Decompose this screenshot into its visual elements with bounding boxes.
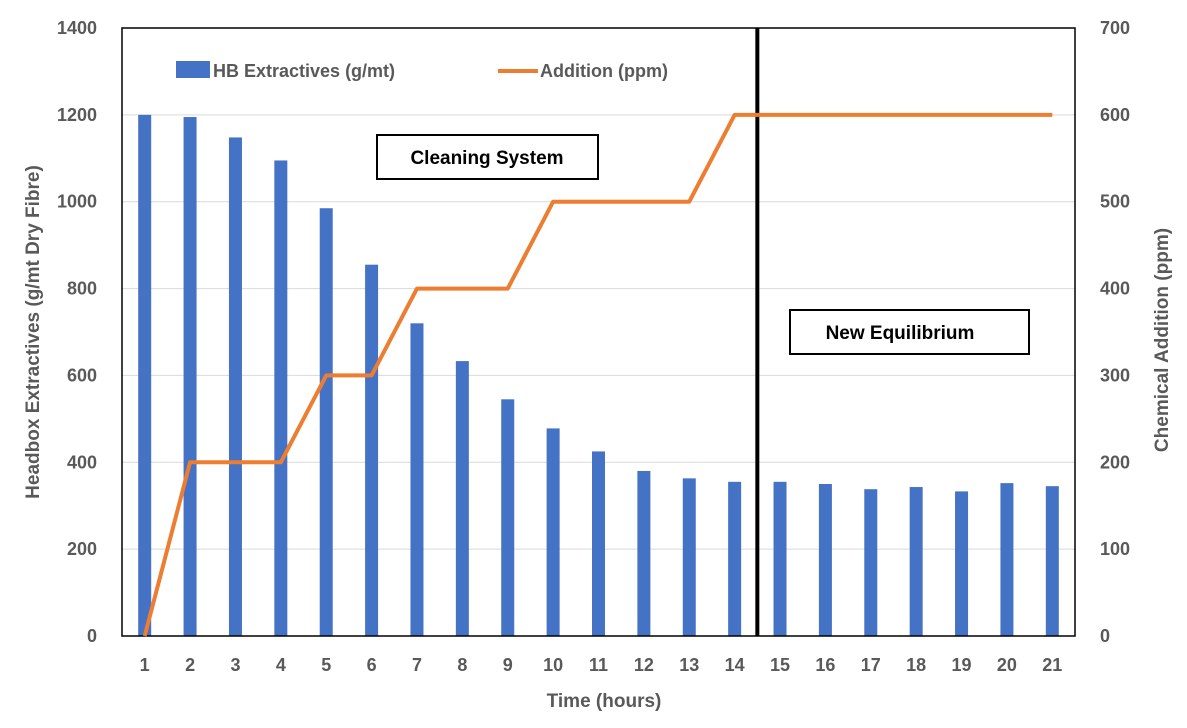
bar [138, 114, 152, 637]
left-tick-label: 800 [67, 279, 97, 299]
left-tick-label: 1000 [57, 192, 97, 212]
bar [319, 208, 333, 636]
left-axis-ticks: 0 200 400 600 800 1000 1200 1400 [57, 18, 97, 646]
annotation-box [789, 309, 1030, 355]
bar [955, 491, 969, 636]
right-tick-label: 600 [1100, 105, 1130, 125]
bar [546, 428, 560, 636]
x-tick-label: 12 [634, 655, 654, 675]
left-axis-title: Headbox Extractives (g/mt Dry Fibre) [23, 165, 44, 499]
extractives-bars [138, 114, 1059, 637]
annotation-label: Cleaning System [410, 148, 563, 169]
x-tick-label: 10 [543, 655, 563, 675]
bar [1045, 486, 1059, 636]
x-tick-label: 3 [230, 655, 240, 675]
x-axis-ticks: 1 2 3 4 5 6 7 8 9 10 11 12 13 14 15 16 17 18 19 20 21 [140, 655, 1063, 675]
x-tick-label: 2 [185, 655, 195, 675]
bar [818, 484, 832, 636]
x-tick-label: 6 [367, 655, 377, 675]
left-tick-label: 1200 [57, 105, 97, 125]
bar [410, 323, 424, 636]
x-tick-label: 1 [140, 655, 150, 675]
right-tick-label: 500 [1100, 192, 1130, 212]
x-tick-label: 9 [503, 655, 513, 675]
legend: HB Extractives (g/mt) Addition (ppm) [176, 61, 668, 81]
left-tick-label: 0 [87, 626, 97, 646]
x-tick-label: 17 [861, 655, 881, 675]
bar [728, 481, 742, 636]
bar [682, 478, 696, 636]
plot-frame [121, 27, 1076, 637]
right-tick-label: 200 [1100, 452, 1130, 472]
bar [274, 160, 288, 636]
left-tick-label: 1400 [57, 18, 97, 38]
left-tick-label: 600 [67, 365, 97, 385]
x-tick-label: 13 [679, 655, 699, 675]
right-axis-ticks: 0 100 200 300 400 500 600 700 [1100, 18, 1130, 646]
x-tick-label: 8 [457, 655, 467, 675]
bar [592, 451, 605, 636]
bar [365, 264, 379, 636]
bar [228, 137, 242, 636]
left-tick-label: 400 [67, 452, 97, 472]
bar [864, 489, 878, 636]
bar [455, 361, 469, 636]
x-tick-label: 21 [1042, 655, 1062, 675]
x-tick-label: 11 [589, 655, 608, 675]
x-tick-label: 18 [906, 655, 926, 675]
right-tick-label: 0 [1100, 626, 1110, 646]
bar [183, 117, 197, 637]
x-tick-label: 20 [997, 655, 1017, 675]
legend-label-bars: HB Extractives (g/mt) [213, 61, 395, 81]
bar [501, 399, 515, 636]
annotation-cleaning-system: Cleaning System [376, 134, 599, 180]
bar [637, 470, 651, 636]
x-axis-title: Time (hours) [547, 691, 662, 712]
right-tick-label: 300 [1100, 365, 1130, 385]
right-tick-label: 400 [1100, 279, 1130, 299]
bar [909, 487, 923, 636]
right-tick-label: 700 [1100, 18, 1130, 38]
x-tick-label: 5 [321, 655, 331, 675]
addition-line [142, 112, 1053, 637]
bar [773, 481, 787, 636]
x-tick-label: 16 [815, 655, 835, 675]
right-axis-title: Chemical Addition (ppm) [1152, 228, 1173, 452]
right-tick-label: 100 [1100, 539, 1130, 559]
left-tick-label: 200 [67, 539, 97, 559]
legend-swatch-bars [176, 61, 210, 78]
x-tick-label: 14 [725, 655, 745, 675]
x-tick-label: 19 [952, 655, 972, 675]
annotation-label: New Equilibrium [826, 323, 975, 344]
bar [1000, 483, 1014, 636]
x-tick-label: 15 [770, 655, 790, 675]
annotation-new-equilibrium: New Equilibrium [789, 309, 1030, 355]
x-tick-label: 7 [412, 655, 422, 675]
legend-label-line: Addition (ppm) [540, 61, 668, 81]
x-tick-label: 4 [276, 655, 286, 675]
annotation-box [376, 134, 599, 180]
